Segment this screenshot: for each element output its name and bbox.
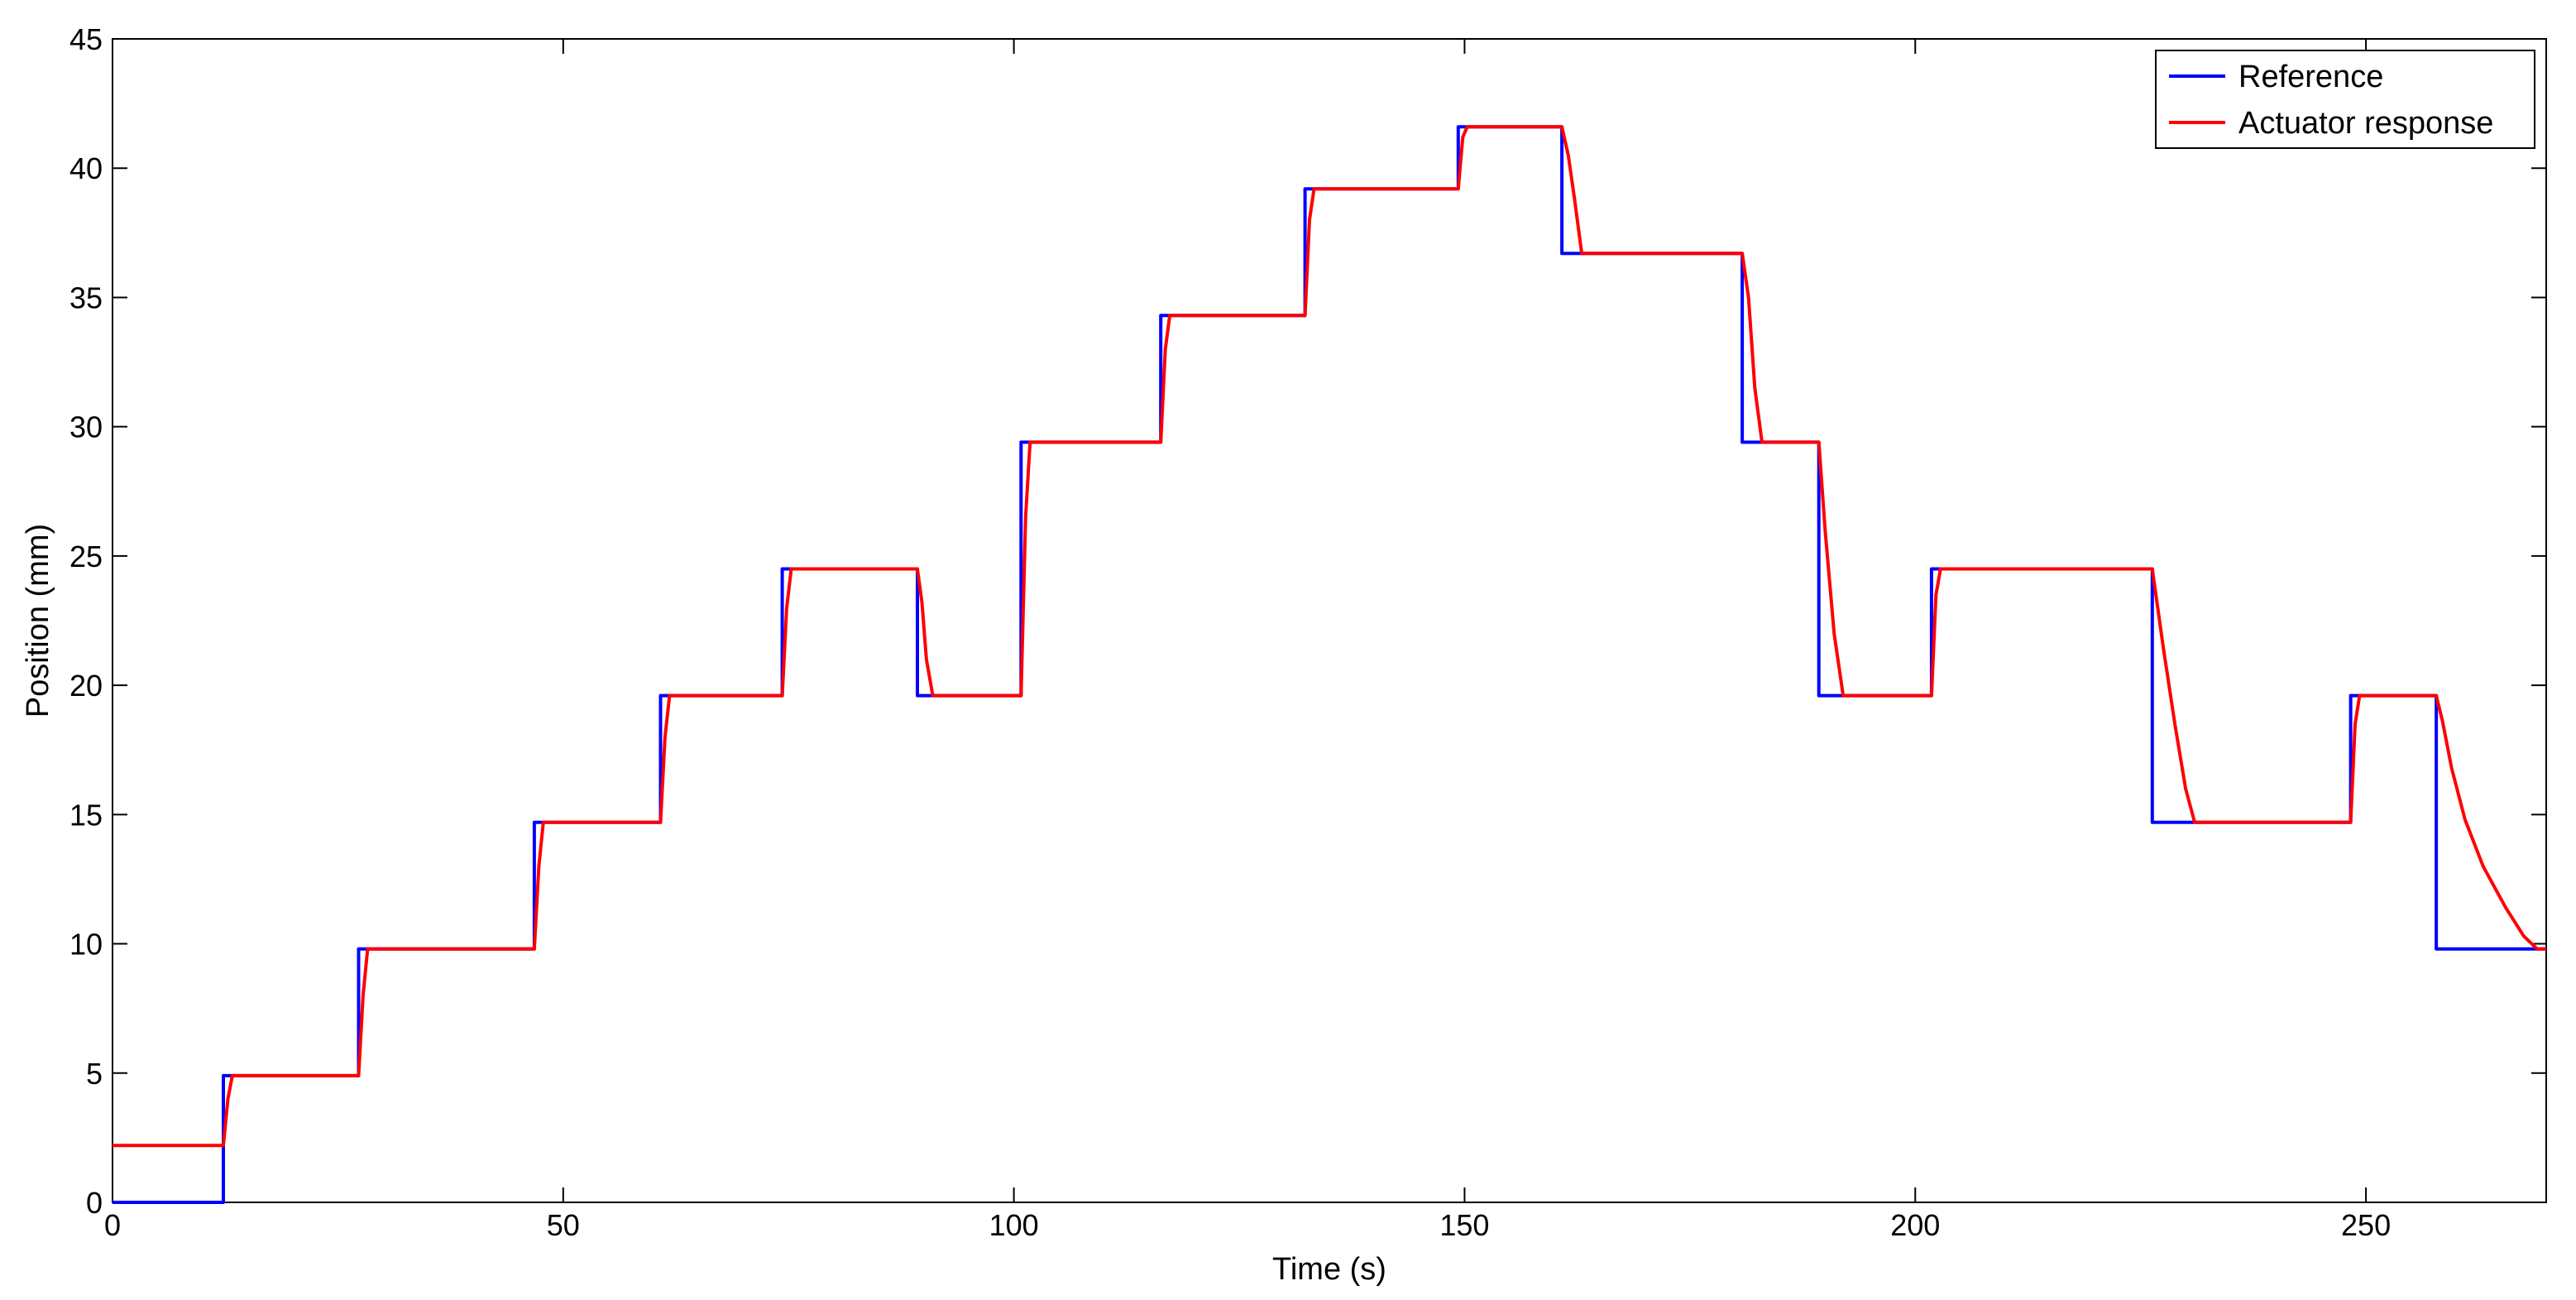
y-tick-label: 35 — [69, 281, 103, 314]
legend-label-reference: Reference — [2238, 60, 2383, 94]
x-axis-label: Time (s) — [1272, 1252, 1386, 1287]
y-axis-label: Position (mm) — [21, 524, 55, 717]
series-lines — [113, 125, 2546, 1204]
y-tick-label: 15 — [69, 798, 103, 832]
x-tick-label: 0 — [104, 1208, 121, 1242]
series-reference — [113, 125, 2546, 1204]
y-tick-label: 10 — [69, 928, 103, 962]
y-tick-label: 25 — [69, 540, 103, 573]
y-ticks: 0 5 10 15 20 25 30 35 40 45 — [69, 22, 2546, 1220]
y-tick-label: 30 — [69, 410, 103, 444]
y-tick-label: 5 — [86, 1057, 103, 1091]
y-tick-label: 0 — [86, 1186, 103, 1220]
x-ticks: 0 50 100 150 200 250 — [104, 39, 2391, 1242]
y-tick-label: 20 — [69, 669, 103, 703]
x-tick-label: 100 — [989, 1208, 1039, 1242]
x-tick-label: 150 — [1439, 1208, 1489, 1242]
legend: Reference Actuator response — [2155, 50, 2535, 149]
x-tick-label: 50 — [547, 1208, 580, 1242]
y-tick-label: 40 — [69, 151, 103, 185]
axes-frame — [112, 38, 2547, 1203]
legend-box — [2155, 50, 2535, 149]
x-tick-label: 250 — [2341, 1208, 2391, 1242]
y-tick-label: 45 — [69, 22, 103, 56]
series-actuator-response — [113, 125, 2546, 1148]
legend-label-actuator-response: Actuator response — [2238, 106, 2493, 141]
x-tick-label: 200 — [1890, 1208, 1940, 1242]
